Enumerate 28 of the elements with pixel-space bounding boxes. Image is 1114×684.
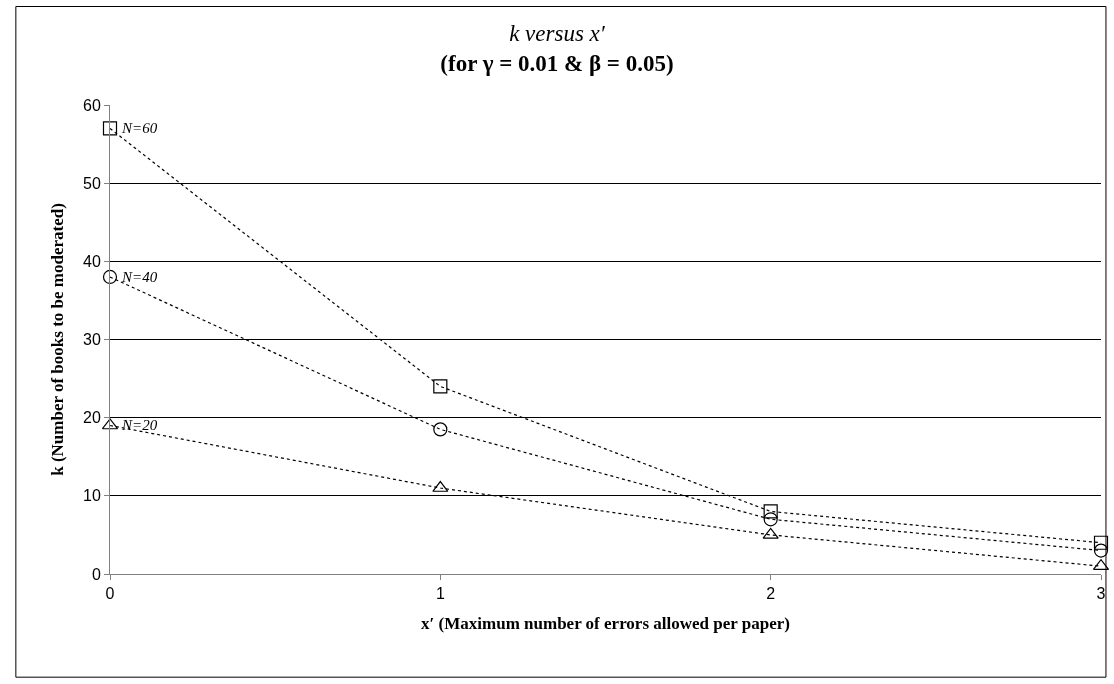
point <box>762 527 779 539</box>
x-tick-label: 0 <box>105 585 115 603</box>
point <box>1093 543 1109 558</box>
chart-subtitle: (for γ = 0.01 & β = 0.05) <box>440 50 674 76</box>
point <box>763 512 778 527</box>
point <box>433 379 448 394</box>
x-tick-label: 1 <box>435 585 445 603</box>
y-tick-label: 20 <box>83 409 101 427</box>
x-tick-label: 2 <box>766 585 776 603</box>
y-tick-label: 60 <box>83 96 101 114</box>
point <box>433 422 448 437</box>
point <box>1093 535 1109 550</box>
y-axis-title: k (Number of books to be moderated) <box>47 203 67 476</box>
point <box>763 504 778 519</box>
y-tick-label: 40 <box>83 252 101 270</box>
y-tick-label: 50 <box>83 174 101 192</box>
y-tick-label: 0 <box>91 565 101 583</box>
x-tick-label: 3 <box>1096 585 1106 603</box>
series-label: N=40 <box>121 269 158 285</box>
point <box>432 480 449 492</box>
y-tick-label: 30 <box>83 331 101 349</box>
x-axis-title: x′ (Maximum number of errors allowed per paper) <box>421 613 790 633</box>
y-tick-label: 10 <box>83 487 101 505</box>
chart-title: k versus x′ <box>509 21 606 47</box>
point <box>102 121 118 136</box>
series-label: N=60 <box>121 120 158 136</box>
series-label: N=20 <box>121 417 158 433</box>
point <box>102 269 118 285</box>
